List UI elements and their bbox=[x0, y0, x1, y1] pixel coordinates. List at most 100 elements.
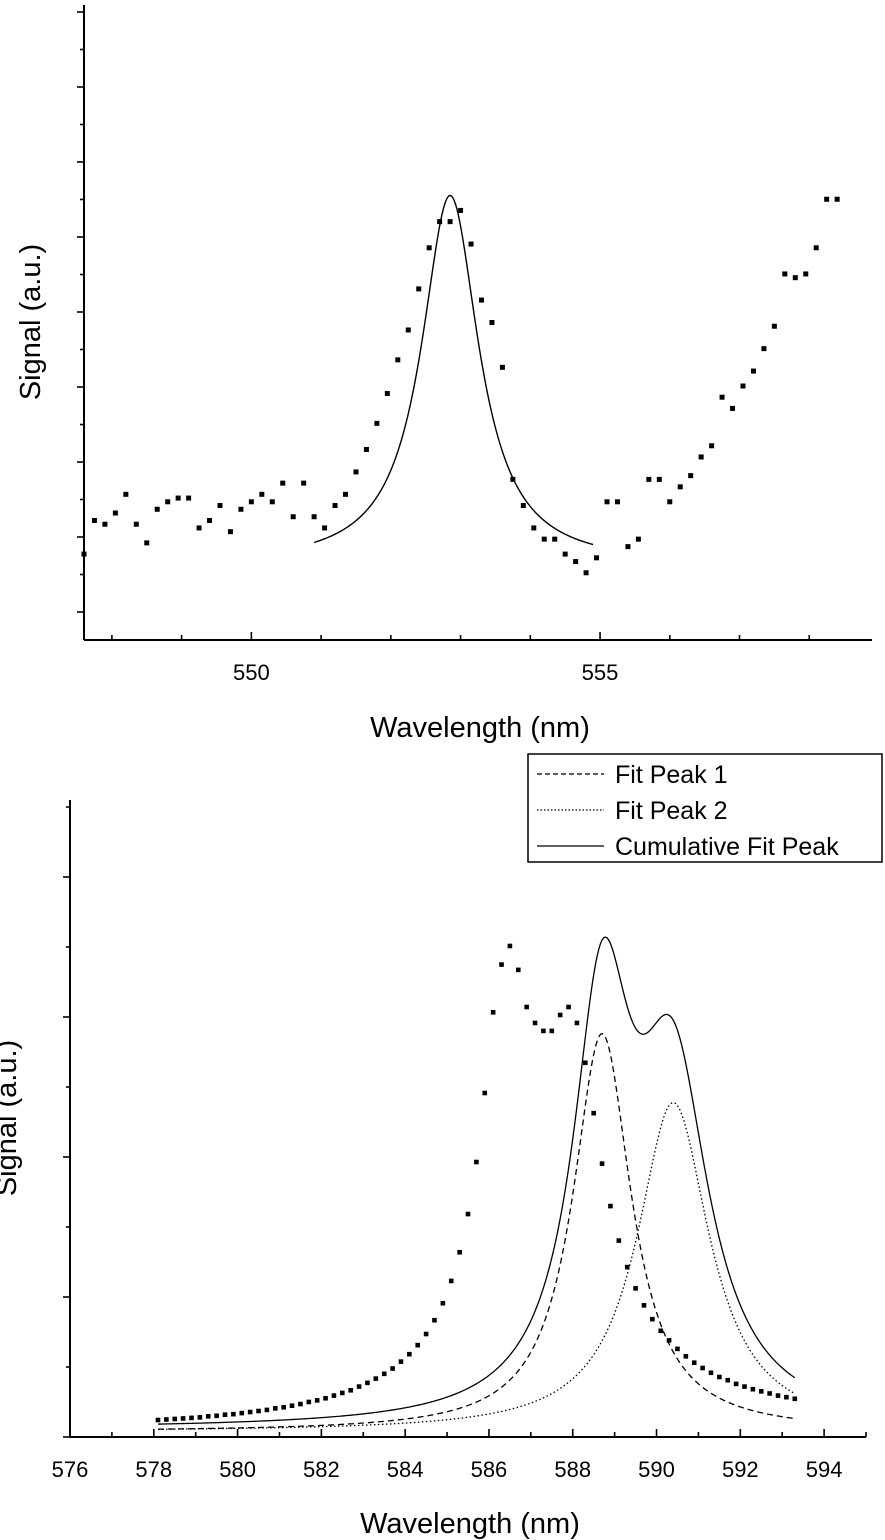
top-data-point bbox=[656, 476, 662, 482]
top-data-point bbox=[405, 327, 411, 333]
top-data-point bbox=[594, 555, 600, 561]
bottom-y-ticks bbox=[63, 806, 70, 1438]
top-data-point bbox=[520, 503, 526, 509]
fit-peak-1-line bbox=[157, 1032, 795, 1430]
top-data-point bbox=[803, 271, 809, 277]
top-data-point bbox=[531, 525, 537, 531]
top-data-point bbox=[583, 570, 589, 576]
top-data-point bbox=[384, 390, 390, 396]
top-data-point bbox=[186, 495, 192, 501]
bottom-data-point bbox=[197, 1415, 203, 1420]
top-data-point bbox=[552, 536, 558, 542]
top-data-point bbox=[573, 559, 579, 565]
top-data-point bbox=[395, 357, 401, 363]
top-x-axis-label: Wavelength (nm) bbox=[370, 712, 590, 744]
bottom-x-tick-label: 592 bbox=[722, 1457, 759, 1482]
bottom-data-point bbox=[264, 1407, 270, 1413]
top-data-point bbox=[353, 469, 359, 475]
bottom-data-point bbox=[222, 1412, 228, 1418]
top-data-point bbox=[562, 551, 568, 557]
top-data-point bbox=[426, 245, 432, 251]
top-y-axis-label: Signal (a.u.) bbox=[15, 244, 47, 400]
top-fit-line bbox=[313, 194, 594, 546]
bottom-x-tick-label: 588 bbox=[554, 1457, 591, 1482]
top-data-point bbox=[416, 286, 422, 292]
top-y-ticks bbox=[77, 11, 84, 613]
bottom-data-point bbox=[189, 1415, 194, 1421]
chart-bottom: 576 578 580 582 584 586 588 590 592 594 Fit Peak … bbox=[0, 753, 883, 1540]
top-data-point bbox=[248, 499, 254, 505]
bottom-data-point bbox=[499, 962, 504, 967]
bottom-data-point bbox=[340, 1390, 345, 1396]
top-data-point bbox=[363, 447, 369, 452]
bottom-data-point bbox=[323, 1395, 328, 1401]
top-data-point bbox=[175, 495, 181, 501]
bottom-data-point bbox=[658, 1328, 664, 1334]
top-data-point bbox=[730, 405, 736, 411]
bottom-data-point bbox=[381, 1371, 387, 1377]
top-data-point bbox=[447, 219, 453, 225]
top-data-point bbox=[677, 484, 683, 490]
bottom-data-point bbox=[214, 1413, 219, 1419]
top-data-point bbox=[635, 536, 641, 542]
bottom-data-point bbox=[365, 1380, 370, 1386]
bottom-data-point bbox=[583, 1060, 588, 1066]
top-data-point bbox=[332, 503, 338, 509]
top-data-point bbox=[719, 394, 725, 400]
legend-box bbox=[527, 753, 883, 863]
top-data-point bbox=[269, 499, 275, 505]
top-data-point bbox=[144, 540, 150, 546]
bottom-data-point bbox=[532, 1020, 538, 1026]
bottom-data-point bbox=[373, 1376, 379, 1381]
top-data-point bbox=[625, 544, 631, 550]
bottom-data-point bbox=[306, 1399, 312, 1405]
bottom-data-point bbox=[155, 1417, 161, 1423]
bottom-data-point bbox=[717, 1374, 722, 1380]
top-data-point bbox=[301, 480, 307, 486]
top-data-point bbox=[771, 323, 777, 329]
top-data-points bbox=[81, 196, 840, 576]
legend-label-fit-peak-1: Fit Peak 1 bbox=[615, 761, 728, 789]
bottom-data-point bbox=[541, 1028, 546, 1034]
top-data-point bbox=[458, 207, 464, 213]
bottom-data-point bbox=[432, 1317, 437, 1323]
bottom-data-point bbox=[599, 1161, 605, 1166]
bottom-x-axis-label: Wavelength (nm) bbox=[360, 1508, 580, 1540]
top-data-point bbox=[154, 506, 160, 512]
cumulative-fit-line bbox=[157, 936, 796, 1425]
bottom-data-point bbox=[758, 1389, 764, 1394]
legend-label-cumulative-fit-peak: Cumulative Fit Peak bbox=[615, 833, 839, 861]
bottom-data-point bbox=[398, 1359, 404, 1364]
bottom-x-tick-label: 580 bbox=[219, 1457, 256, 1482]
top-data-point bbox=[102, 521, 108, 527]
bottom-data-point bbox=[314, 1398, 320, 1403]
bottom-data-point bbox=[390, 1366, 395, 1371]
bottom-data-point bbox=[507, 943, 513, 949]
bottom-data-point bbox=[289, 1403, 295, 1408]
top-data-point bbox=[112, 510, 118, 516]
bottom-data-point bbox=[725, 1377, 731, 1383]
bottom-x-tick-label: 584 bbox=[387, 1457, 424, 1482]
top-fit-curve bbox=[313, 194, 594, 546]
bottom-data-point bbox=[490, 1010, 496, 1015]
top-data-point bbox=[91, 517, 97, 523]
bottom-data-point bbox=[775, 1393, 781, 1398]
bottom-data-point bbox=[641, 1303, 647, 1308]
bottom-x-tick-label: 576 bbox=[52, 1457, 89, 1482]
bottom-data-point bbox=[616, 1238, 622, 1243]
bottom-data-point bbox=[407, 1351, 412, 1357]
top-data-point bbox=[688, 473, 694, 479]
top-data-point bbox=[792, 275, 798, 281]
top-data-point bbox=[123, 491, 129, 497]
bottom-data-point bbox=[624, 1264, 630, 1270]
bottom-data-point bbox=[549, 1028, 555, 1034]
bottom-data-point bbox=[423, 1331, 429, 1337]
top-data-point bbox=[374, 420, 380, 426]
top-data-point bbox=[761, 346, 767, 352]
bottom-data-point bbox=[608, 1203, 613, 1209]
bottom-data-point bbox=[792, 1396, 798, 1402]
top-data-point bbox=[709, 443, 715, 449]
top-data-point bbox=[238, 506, 244, 512]
bottom-data-point bbox=[440, 1300, 446, 1306]
